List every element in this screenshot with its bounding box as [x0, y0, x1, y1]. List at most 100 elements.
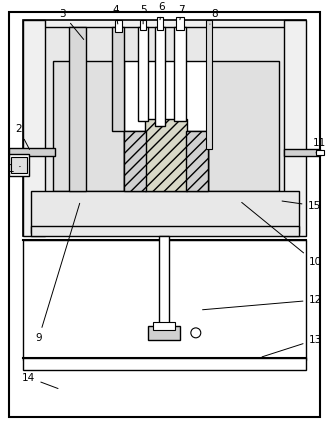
Point: [59, 139, 64, 146]
Text: 4: 4: [112, 5, 119, 24]
Point: [54, 80, 59, 86]
Bar: [23, 20, 45, 236]
Point: [260, 75, 265, 82]
Point: [267, 156, 272, 162]
Point: [212, 126, 217, 133]
Point: [156, 141, 161, 148]
Point: [134, 203, 139, 210]
Bar: [174, 27, 186, 121]
Point: [237, 176, 242, 183]
Point: [117, 184, 123, 191]
Point: [244, 123, 249, 129]
Point: [269, 71, 274, 78]
Point: [118, 197, 123, 203]
Point: [242, 96, 247, 103]
Point: [266, 118, 271, 125]
Point: [78, 161, 84, 168]
Point: [106, 100, 112, 107]
Point: [249, 110, 254, 116]
Point: [222, 82, 227, 89]
Point: [64, 205, 70, 212]
Point: [89, 166, 94, 173]
Point: [258, 226, 263, 233]
Point: [274, 138, 279, 145]
Point: [74, 203, 79, 209]
Point: [210, 104, 215, 110]
Point: [70, 140, 75, 147]
Point: [235, 147, 240, 154]
Point: [252, 119, 257, 126]
Bar: [186, 131, 208, 191]
Point: [209, 115, 215, 121]
Point: [103, 101, 108, 107]
Bar: [124, 61, 208, 131]
Point: [238, 228, 243, 234]
Point: [241, 124, 246, 130]
Point: [154, 134, 159, 140]
Point: [277, 209, 283, 216]
Point: [94, 175, 99, 182]
Point: [218, 163, 223, 170]
Point: [233, 115, 238, 121]
Point: [147, 157, 152, 163]
Point: [195, 200, 200, 207]
Point: [222, 157, 228, 164]
Point: [221, 121, 226, 127]
Point: [62, 136, 67, 143]
Point: [275, 216, 280, 223]
Point: [130, 192, 135, 199]
Point: [157, 140, 162, 147]
Point: [281, 222, 287, 229]
Point: [231, 114, 236, 121]
Point: [61, 112, 66, 118]
Point: [50, 214, 55, 221]
Point: [144, 160, 149, 167]
Point: [160, 133, 165, 140]
Point: [177, 155, 182, 162]
Text: 9: 9: [36, 203, 80, 343]
Bar: [53, 61, 124, 191]
Point: [144, 191, 150, 198]
Point: [146, 171, 151, 178]
Point: [238, 227, 243, 234]
Point: [263, 149, 268, 156]
Point: [63, 69, 69, 75]
Point: [191, 140, 196, 146]
Point: [201, 170, 206, 177]
Point: [72, 198, 77, 205]
Point: [113, 154, 118, 160]
Point: [289, 223, 294, 230]
Point: [54, 138, 59, 145]
Point: [225, 150, 231, 157]
Point: [195, 223, 201, 230]
Point: [231, 190, 236, 197]
Point: [204, 225, 209, 231]
Point: [214, 81, 219, 88]
Point: [244, 105, 249, 112]
Point: [47, 203, 53, 210]
Point: [250, 214, 255, 221]
Point: [218, 159, 224, 166]
Point: [52, 131, 57, 138]
Point: [99, 93, 104, 99]
Text: 11: 11: [313, 138, 326, 153]
Point: [222, 170, 227, 176]
Point: [271, 148, 277, 155]
Point: [237, 71, 242, 78]
Point: [210, 194, 215, 201]
Point: [162, 139, 167, 146]
Point: [210, 82, 215, 89]
Point: [159, 173, 164, 180]
Bar: [157, 17, 163, 30]
Point: [229, 86, 234, 93]
Point: [99, 148, 104, 154]
Point: [177, 204, 183, 211]
Point: [38, 202, 43, 209]
Point: [252, 102, 257, 108]
Point: [172, 225, 177, 231]
Point: [251, 183, 256, 190]
Point: [176, 165, 181, 172]
Point: [99, 175, 105, 182]
Point: [273, 176, 278, 183]
Point: [80, 69, 86, 76]
